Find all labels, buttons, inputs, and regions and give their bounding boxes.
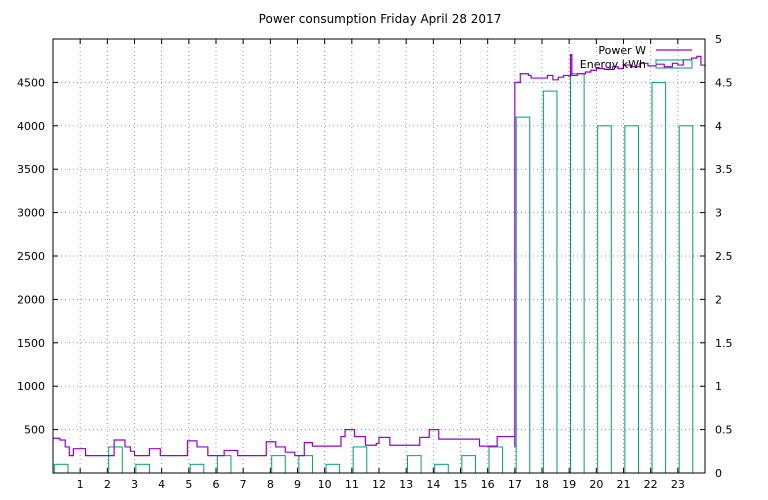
y-left-tick-label: 2500	[17, 250, 45, 263]
y-right-tick-label: 1	[715, 380, 722, 393]
x-tick-label: 16	[481, 478, 495, 491]
energy-bar	[135, 463, 150, 474]
energy-bar	[271, 455, 286, 474]
x-tick-label: 14	[426, 478, 440, 491]
legend-label-energy: Energy kWh	[580, 58, 646, 71]
energy-bar	[298, 455, 313, 474]
x-tick-label: 10	[318, 478, 332, 491]
x-tick-label: 21	[617, 478, 631, 491]
legend-swatch-energy	[655, 59, 693, 69]
y-right-tick-label: 3	[715, 207, 722, 220]
y-left-tick-label: 4500	[17, 76, 45, 89]
energy-bar	[570, 73, 585, 474]
x-tick-label: 7	[240, 478, 247, 491]
energy-bar	[325, 463, 341, 474]
y-left-tick-label: 3500	[17, 163, 45, 176]
y-right-tick-label: 1.5	[715, 337, 733, 350]
x-tick-label: 8	[267, 478, 274, 491]
grid-lines	[53, 39, 705, 473]
legend-label-power: Power W	[598, 44, 646, 57]
x-tick-label: 11	[345, 478, 359, 491]
x-tick-label: 22	[644, 478, 658, 491]
x-tick-label: 13	[399, 478, 413, 491]
power-line	[53, 54, 706, 457]
energy-bar	[352, 446, 368, 474]
axis-ticks: 1 2 3 4 5 6 7 8 9 10 11 12 13 14 15 16 17 18 19 20 21 22 23500…	[17, 33, 733, 491]
x-tick-label: 15	[454, 478, 468, 491]
power-series	[53, 54, 706, 457]
energy-bar	[515, 116, 531, 474]
energy-bar	[542, 90, 558, 474]
y-left-tick-label: 500	[24, 424, 45, 437]
y-right-tick-label: 2.5	[715, 250, 733, 263]
y-right-tick-label: 2	[715, 293, 722, 306]
energy-bar	[488, 446, 504, 474]
x-tick-label: 18	[535, 478, 549, 491]
x-tick-label: 1	[77, 478, 84, 491]
y-left-tick-label: 1500	[17, 337, 45, 350]
energy-bar	[53, 463, 69, 474]
y-left-tick-label: 4000	[17, 120, 45, 133]
y-left-tick-label: 2000	[17, 293, 45, 306]
y-left-tick-label: 3000	[17, 207, 45, 220]
energy-bar	[461, 455, 476, 474]
x-tick-label: 23	[671, 478, 685, 491]
y-right-tick-label: 4.5	[715, 76, 733, 89]
energy-series	[53, 73, 694, 474]
chart-title: Power consumption Friday April 28 2017	[259, 12, 502, 26]
y-right-tick-label: 3.5	[715, 163, 733, 176]
energy-bar	[624, 125, 639, 474]
x-tick-label: 20	[589, 478, 603, 491]
energy-bar	[108, 446, 123, 474]
x-tick-label: 17	[508, 478, 522, 491]
energy-bar	[189, 463, 205, 474]
energy-bar	[216, 455, 232, 474]
y-right-tick-label: 5	[715, 33, 722, 46]
x-tick-label: 2	[104, 478, 111, 491]
y-right-tick-label: 0.5	[715, 424, 733, 437]
y-left-tick-label: 1000	[17, 380, 45, 393]
y-right-tick-label: 4	[715, 120, 722, 133]
energy-bar	[434, 463, 449, 474]
x-tick-label: 3	[131, 478, 138, 491]
x-tick-label: 5	[185, 478, 192, 491]
x-tick-label: 19	[562, 478, 576, 491]
y-right-tick-label: 0	[715, 467, 722, 480]
x-tick-label: 12	[372, 478, 386, 491]
x-tick-label: 9	[294, 478, 301, 491]
energy-bar	[407, 455, 422, 474]
x-tick-label: 4	[158, 478, 165, 491]
x-tick-label: 6	[213, 478, 220, 491]
energy-bar	[651, 81, 667, 474]
